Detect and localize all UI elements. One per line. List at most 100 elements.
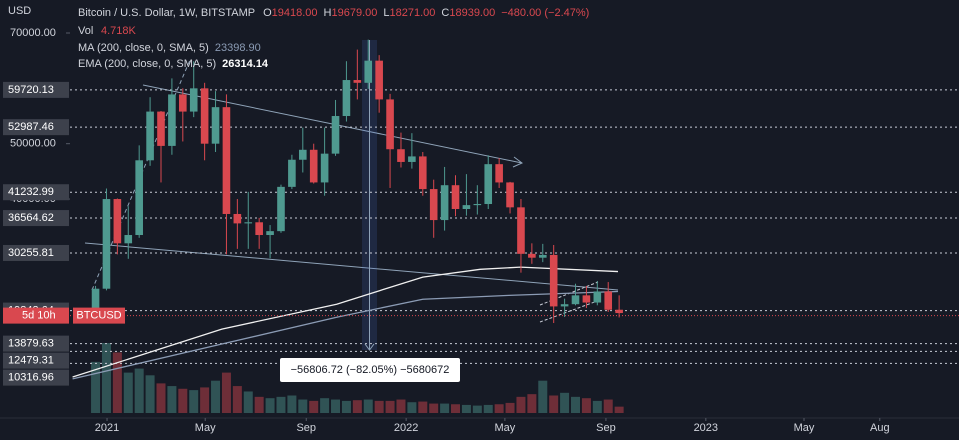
volume-bar <box>570 396 580 413</box>
candle-body <box>146 111 154 161</box>
candle-body <box>298 149 307 160</box>
time-axis <box>0 418 959 440</box>
x-tick-label: Sep <box>296 422 316 434</box>
indicator-name: MA (200, close, 0, SMA, 5) <box>78 42 209 54</box>
y-tick-label: 70000.00 <box>10 27 56 39</box>
candle-body <box>560 304 569 307</box>
ohlc-value: 18271.00 <box>390 7 436 19</box>
overlay: −56806.72 (−82.05%) −5680672 USD Bitcoin… <box>8 5 589 382</box>
candle-body <box>462 205 471 209</box>
volume-bar <box>112 352 122 413</box>
volume-bar <box>189 390 199 413</box>
volume-value: 4.718K <box>101 25 137 37</box>
moving-average <box>72 290 619 380</box>
candle-body <box>440 185 449 221</box>
measure-label: −56806.72 (−82.05%) −5680672 <box>291 364 450 376</box>
volume-bar <box>363 399 373 413</box>
volume-bar <box>483 404 493 413</box>
price-level-label: 30255.81 <box>8 247 54 259</box>
volume-bar <box>123 372 133 413</box>
candle-body <box>266 231 274 236</box>
candle-body <box>549 254 558 307</box>
candle-body <box>582 295 591 303</box>
indicator-value: 23398.90 <box>215 42 261 54</box>
volume-bar <box>538 380 548 413</box>
ohlc-key: O <box>263 7 272 19</box>
price-level-label: 10316.96 <box>8 372 54 384</box>
x-tick-label: 2021 <box>95 422 119 434</box>
measure-box <box>280 358 460 382</box>
volume-bar <box>254 396 264 413</box>
volume-bar <box>385 400 395 413</box>
symbol: Bitcoin / U.S. Dollar, 1W, BITSTAMP <box>78 7 255 19</box>
ohlc-key: C <box>441 7 449 19</box>
arrow-head <box>364 343 375 351</box>
indicator-value: 26314.14 <box>222 58 269 70</box>
price-level-label: 36564.62 <box>8 212 54 224</box>
ohlc-value: 19679.00 <box>331 7 377 19</box>
price-level-box <box>3 119 69 136</box>
volume-bar <box>352 400 362 413</box>
candle-body <box>200 88 209 144</box>
price-level-box <box>3 244 69 261</box>
price-level-label: 13879.63 <box>8 338 54 350</box>
volume-bar <box>374 400 384 413</box>
candle-body <box>528 253 536 258</box>
candle-body <box>484 164 493 205</box>
candle-body <box>157 111 165 146</box>
candle-body <box>124 235 133 244</box>
volume-bar <box>603 399 613 413</box>
candle-body <box>538 254 547 258</box>
candle-body <box>495 164 503 183</box>
x-tick-label: Aug <box>870 422 890 434</box>
candle-body <box>386 99 394 150</box>
volume-bar <box>407 402 417 413</box>
volume-bar <box>331 399 341 413</box>
ticker-box <box>73 307 125 324</box>
volume-bar <box>232 386 242 413</box>
volume-bar <box>581 398 591 413</box>
volume-bar <box>211 380 221 413</box>
currency: USD <box>8 5 31 17</box>
trend-line <box>84 242 619 291</box>
volume-bar <box>156 383 166 413</box>
candle-body <box>233 213 242 224</box>
candle-body <box>571 295 580 305</box>
candle-body <box>517 207 525 254</box>
candle-body <box>244 222 253 224</box>
candle-body <box>113 199 122 244</box>
candle-body <box>102 199 111 289</box>
volume-bar <box>243 391 253 413</box>
volume-bar <box>461 404 471 413</box>
candle-body <box>451 185 460 209</box>
candle-body <box>506 182 514 208</box>
volume-bar <box>494 404 504 413</box>
candle-body <box>320 153 329 183</box>
x-tick-label: May <box>195 422 216 434</box>
volume-bar <box>527 394 537 413</box>
volume-bar <box>472 405 482 413</box>
countdown: 5d 10h <box>22 310 56 322</box>
ohlc-key: L <box>383 7 389 19</box>
candle-body <box>397 149 405 162</box>
candle-body <box>418 156 427 190</box>
candle-body <box>604 291 613 310</box>
change: −480.00 (−2.47%) <box>501 7 589 19</box>
ohlc-value: 18939.00 <box>449 7 495 19</box>
candle-body <box>429 189 438 221</box>
volume-bar <box>614 406 624 413</box>
candle-body <box>342 80 351 117</box>
ticker: BTCUSD <box>76 310 121 322</box>
candle-body <box>168 94 176 146</box>
candle-body <box>91 288 100 316</box>
volume-bar <box>101 343 111 413</box>
volume-bar <box>134 368 144 413</box>
volume-bar <box>178 388 188 413</box>
price-level-box <box>3 335 69 352</box>
candle-body <box>222 107 231 214</box>
x-tick-label: May <box>494 422 515 434</box>
volume-bar <box>298 399 308 413</box>
volume-bar <box>549 395 559 413</box>
